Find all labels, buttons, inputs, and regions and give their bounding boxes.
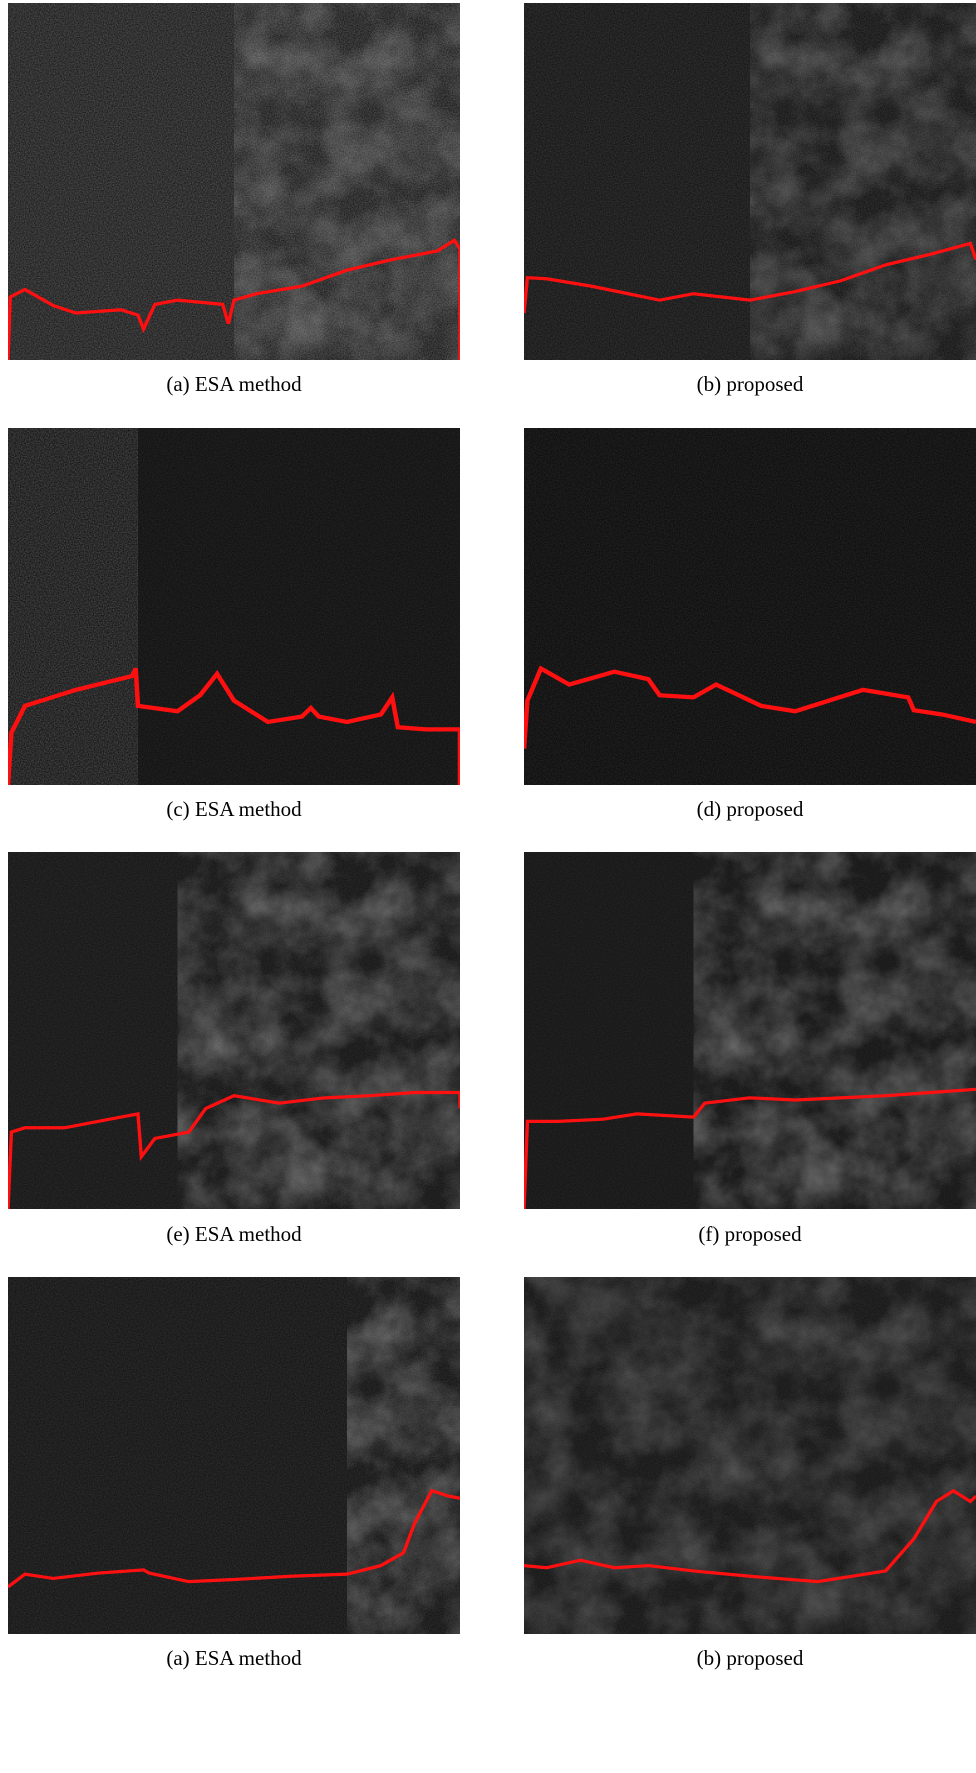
caption: (a) ESA method (166, 1646, 302, 1670)
caption: (b) proposed (696, 1646, 804, 1670)
sar-image (524, 852, 976, 1209)
caption: (b) proposed (696, 372, 804, 396)
caption: (a) ESA method (166, 372, 302, 396)
sar-image (8, 852, 460, 1209)
caption: (c) ESA method (166, 797, 302, 821)
caption: (e) ESA method (166, 1222, 302, 1246)
sar-image (524, 3, 976, 360)
sar-image (8, 3, 460, 360)
caption: (f) proposed (698, 1222, 802, 1246)
sar-image (524, 1277, 976, 1634)
sar-image (8, 1277, 460, 1634)
sar-image (524, 428, 976, 785)
sar-image (8, 428, 460, 785)
caption: (d) proposed (696, 797, 804, 821)
